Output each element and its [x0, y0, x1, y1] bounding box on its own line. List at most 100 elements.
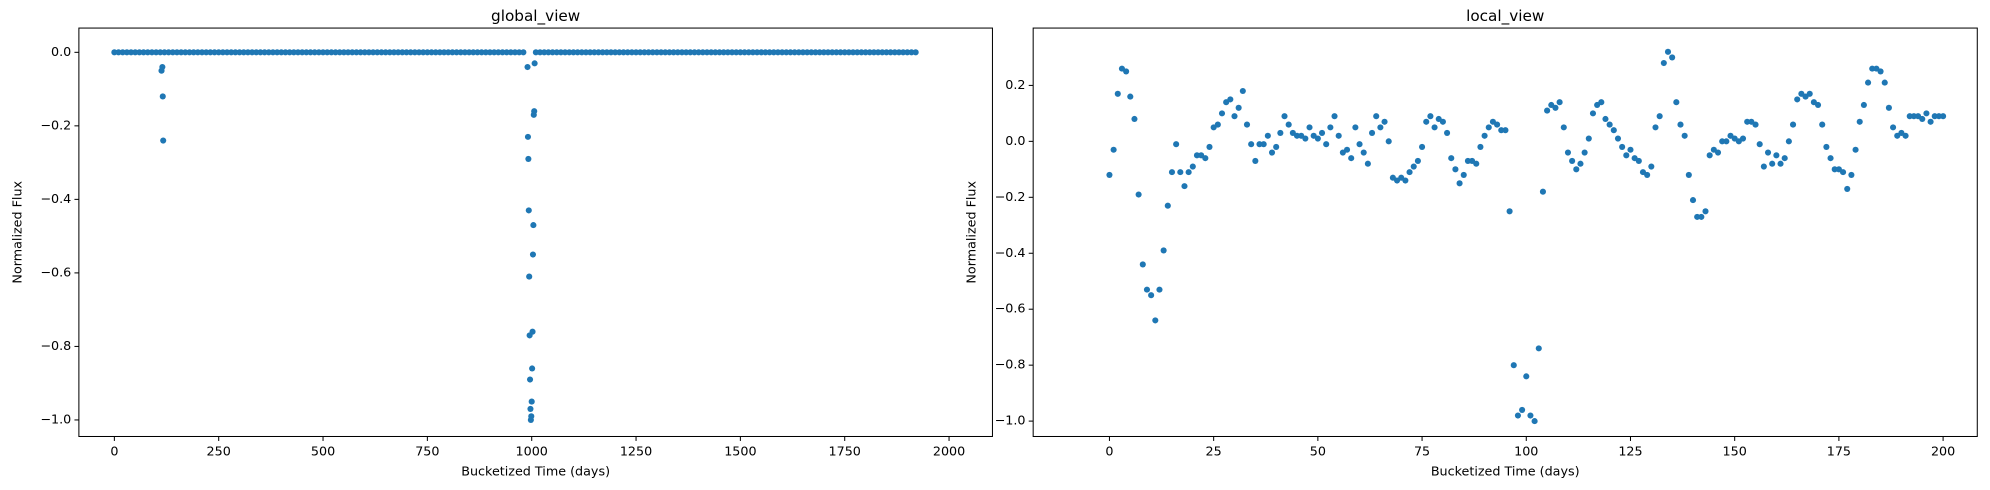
data-point: [1781, 155, 1788, 162]
data-point: [1752, 121, 1759, 128]
data-point: [249, 49, 256, 56]
data-point: [527, 405, 534, 412]
y-tick-label: −0.8: [40, 338, 71, 353]
data-point: [1243, 121, 1251, 128]
data-point: [758, 49, 765, 56]
data-point: [1673, 99, 1680, 106]
data-point: [382, 49, 389, 56]
data-point: [808, 49, 815, 56]
data-point: [157, 49, 164, 56]
data-point: [1260, 141, 1267, 148]
data-point: [531, 108, 538, 115]
data-point: [403, 49, 410, 56]
data-point: [153, 49, 160, 56]
data-point: [1460, 171, 1467, 178]
data-point: [215, 49, 222, 56]
data-point: [1656, 113, 1663, 120]
data-point: [1760, 163, 1767, 170]
data-point: [1156, 286, 1163, 293]
data-point: [1368, 129, 1376, 137]
data-point: [211, 49, 218, 56]
plot-frame: [1032, 27, 1978, 438]
data-point: [453, 49, 460, 56]
data-point: [161, 49, 168, 56]
data-point: [1677, 121, 1684, 128]
data-point: [1352, 124, 1359, 131]
data-point: [632, 49, 640, 56]
data-point: [1218, 110, 1226, 117]
data-point: [223, 49, 231, 56]
data-point: [854, 49, 861, 56]
data-point: [445, 49, 452, 56]
data-point: [1264, 132, 1271, 139]
data-point: [159, 63, 166, 71]
data-point: [353, 49, 360, 56]
data-point: [1514, 412, 1521, 419]
data-point: [787, 49, 794, 56]
data-point: [1231, 113, 1238, 120]
x-tick-label: 1750: [829, 443, 861, 458]
data-point: [319, 49, 327, 56]
data-point: [1827, 155, 1834, 162]
data-point: [1569, 157, 1576, 164]
y-tick-label: 0.2: [1005, 77, 1025, 92]
data-point: [140, 49, 147, 56]
data-point: [824, 49, 832, 56]
data-point: [1164, 202, 1171, 209]
data-point: [645, 49, 652, 56]
data-point: [1202, 155, 1209, 162]
data-point: [708, 49, 715, 56]
data-point: [173, 49, 181, 56]
y-tick-label: 0.0: [1005, 133, 1025, 148]
data-point: [1627, 146, 1634, 153]
data-point: [683, 49, 690, 56]
data-point: [478, 49, 485, 56]
x-tick-label: 200: [1931, 443, 1955, 458]
data-point: [653, 49, 660, 56]
data-point: [1698, 213, 1705, 220]
data-point: [900, 49, 907, 56]
data-point: [119, 49, 126, 56]
data-point: [428, 49, 435, 56]
data-point: [1881, 79, 1888, 86]
data-point: [1619, 143, 1626, 151]
data-point: [1281, 113, 1288, 120]
data-point: [557, 49, 564, 56]
data-point: [658, 49, 665, 56]
data-point: [908, 49, 915, 56]
data-point: [178, 49, 185, 56]
data-point: [603, 49, 610, 56]
data-point: [441, 49, 448, 56]
data-point: [294, 49, 302, 56]
data-point: [578, 49, 585, 56]
data-point: [365, 49, 372, 56]
data-point: [526, 376, 534, 383]
data-point: [1410, 163, 1417, 170]
data-point: [687, 49, 694, 56]
data-point: [516, 49, 523, 56]
data-point: [370, 49, 377, 56]
data-point: [1564, 149, 1572, 156]
data-point: [529, 251, 537, 258]
data-point: [411, 49, 418, 56]
data-point: [1343, 146, 1351, 153]
data-point: [595, 49, 602, 56]
data-point: [194, 49, 201, 56]
data-point: [1885, 104, 1892, 111]
data-point: [424, 49, 431, 56]
data-point: [1614, 135, 1622, 142]
data-point: [240, 49, 247, 56]
data-point: [1273, 143, 1280, 151]
data-point: [529, 328, 536, 335]
data-point: [695, 49, 702, 56]
data-point: [1277, 129, 1284, 137]
data-point: [1840, 169, 1847, 176]
data-point: [1527, 412, 1534, 419]
data-point: [612, 49, 619, 56]
data-point: [1598, 99, 1605, 106]
data-point: [591, 49, 598, 56]
data-point: [641, 49, 648, 56]
x-tick-label: 500: [311, 443, 335, 458]
x-tick-label: 75: [1414, 443, 1430, 458]
data-point: [1448, 155, 1455, 162]
